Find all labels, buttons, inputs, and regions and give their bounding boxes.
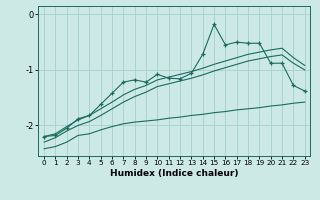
- X-axis label: Humidex (Indice chaleur): Humidex (Indice chaleur): [110, 169, 239, 178]
